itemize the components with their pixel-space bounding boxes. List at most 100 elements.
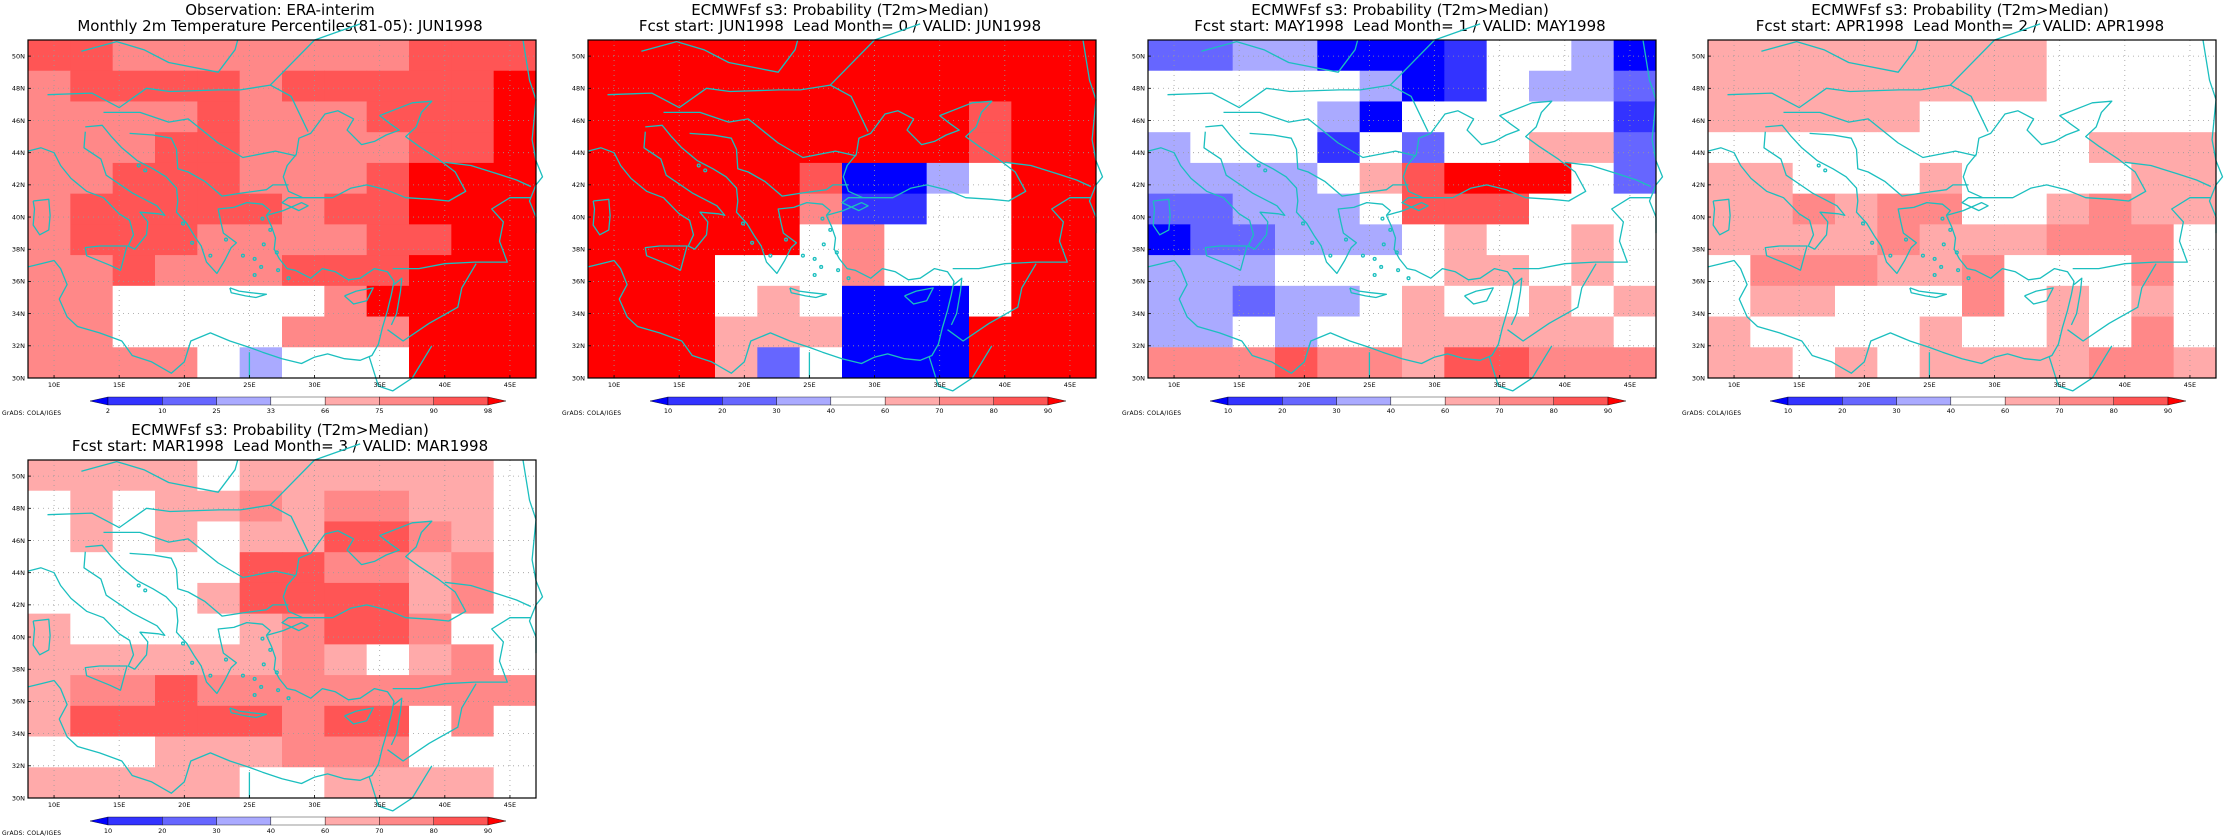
map-cell: [1792, 224, 1836, 256]
map-cell: [1708, 132, 1751, 164]
lat-tick-label: 44N: [572, 149, 585, 157]
grads-credit: GrADS: COLA/IGES: [2, 830, 62, 837]
map-cell: [197, 162, 241, 195]
map-cell: [70, 613, 114, 645]
axes: 30N 32N 34N 36N 38N 40N 42N 44N 46N 48N 50N 10E 15E 2…: [12, 472, 516, 809]
map-cell: [282, 552, 325, 584]
map-cell: [1444, 316, 1488, 348]
lat-tick-label: 36N: [12, 278, 25, 286]
map-cell: [1190, 70, 1234, 102]
map-cell: [366, 40, 410, 72]
lat-tick-label: 36N: [12, 698, 25, 706]
island: [260, 636, 265, 641]
colorbar-segment: [776, 396, 832, 406]
coastline: [689, 132, 849, 197]
map-cell: [715, 285, 758, 317]
map-cell: [366, 552, 410, 584]
map-cell: [1962, 285, 2005, 317]
coastline: [663, 111, 857, 159]
coastline: [1152, 198, 1171, 236]
map-cell: [1835, 316, 1878, 348]
map-cell: [926, 40, 970, 72]
map-cell: [1571, 316, 1615, 348]
map-cell: [366, 193, 410, 225]
coastline: [1488, 345, 1553, 392]
map-cell: [799, 101, 843, 133]
colorbar-label: 80: [2110, 407, 2118, 415]
map-cell: [2131, 132, 2175, 164]
map-cell: [1053, 285, 1097, 317]
map-cell: [1613, 285, 1657, 317]
colorbar-segment: [379, 396, 434, 406]
map-cell: [1877, 70, 1921, 102]
coastline: [522, 459, 544, 654]
map-cell: [1571, 101, 1615, 133]
map-cell: [493, 347, 537, 379]
map-cell: [409, 347, 452, 379]
lon-tick-label: 45E: [1624, 381, 1636, 389]
map-cell: [366, 162, 410, 195]
map-cell: [1486, 285, 1530, 317]
map-cell: [197, 521, 241, 553]
lon-tick-label: 10E: [48, 381, 60, 389]
coastline: [950, 277, 963, 326]
map-cell: [155, 40, 198, 72]
island: [1939, 264, 1944, 269]
map-cell: [1835, 347, 1878, 379]
colorbar-label: 40: [267, 827, 275, 835]
map-cell: [155, 644, 198, 676]
island: [240, 253, 245, 258]
map-cell: [1148, 255, 1191, 287]
map-cell: [197, 316, 241, 348]
map-cell: [324, 582, 368, 615]
map-cell: [28, 767, 71, 799]
map-cell: [1877, 40, 1921, 72]
lat-tick-label: 34N: [1132, 310, 1145, 318]
coastline: [1707, 215, 2075, 374]
map-cell: [2004, 132, 2048, 164]
island: [1381, 242, 1386, 247]
map-cell: [1835, 70, 1878, 102]
island: [180, 641, 186, 646]
map-cell: [1571, 347, 1615, 379]
coastline: [85, 544, 271, 695]
map-cell: [2131, 285, 2175, 317]
lat-tick-label: 46N: [1132, 117, 1145, 125]
map-cell: [1571, 224, 1615, 256]
map-cell: [155, 460, 198, 492]
coastline: [103, 111, 297, 159]
map-cell: [2046, 285, 2090, 317]
coastline: [1223, 111, 1417, 159]
map-cell: [2131, 162, 2175, 195]
lon-tick-label: 20E: [178, 381, 190, 389]
map-cell: [366, 736, 410, 768]
map-cell: [366, 224, 410, 256]
map-cell: [324, 40, 368, 72]
colorbar-label: 30: [1332, 407, 1340, 415]
map-cell: [2046, 193, 2090, 225]
island: [846, 276, 851, 281]
coastline: [1205, 124, 1391, 275]
map-cell: [409, 582, 452, 615]
island: [703, 168, 708, 173]
map-cell: [2004, 193, 2048, 225]
map-cell: [197, 70, 241, 102]
map-cell: [282, 193, 325, 225]
island: [259, 264, 264, 269]
lon-tick-label: 40E: [439, 381, 451, 389]
island: [1870, 240, 1875, 245]
map-cell: [884, 162, 928, 195]
colorbar-label: 66: [321, 407, 329, 415]
island: [276, 268, 281, 273]
map-cell: [884, 224, 928, 256]
coastlines: [587, 23, 1104, 392]
forecast-panel-lead0: ECMWFsf s3: Probability (T2m>Median) Fcs…: [560, 0, 1120, 420]
map-cell: [409, 490, 452, 522]
map-cell: [282, 490, 325, 522]
colorbar-label: 40: [827, 407, 835, 415]
axes: 30N 32N 34N 36N 38N 40N 42N 44N 46N 48N 50N 10E 15E 2…: [1132, 52, 1636, 389]
island: [136, 163, 141, 168]
coastline: [27, 551, 166, 670]
colorbar-label: 10: [1224, 407, 1232, 415]
map-cell: [409, 224, 452, 256]
